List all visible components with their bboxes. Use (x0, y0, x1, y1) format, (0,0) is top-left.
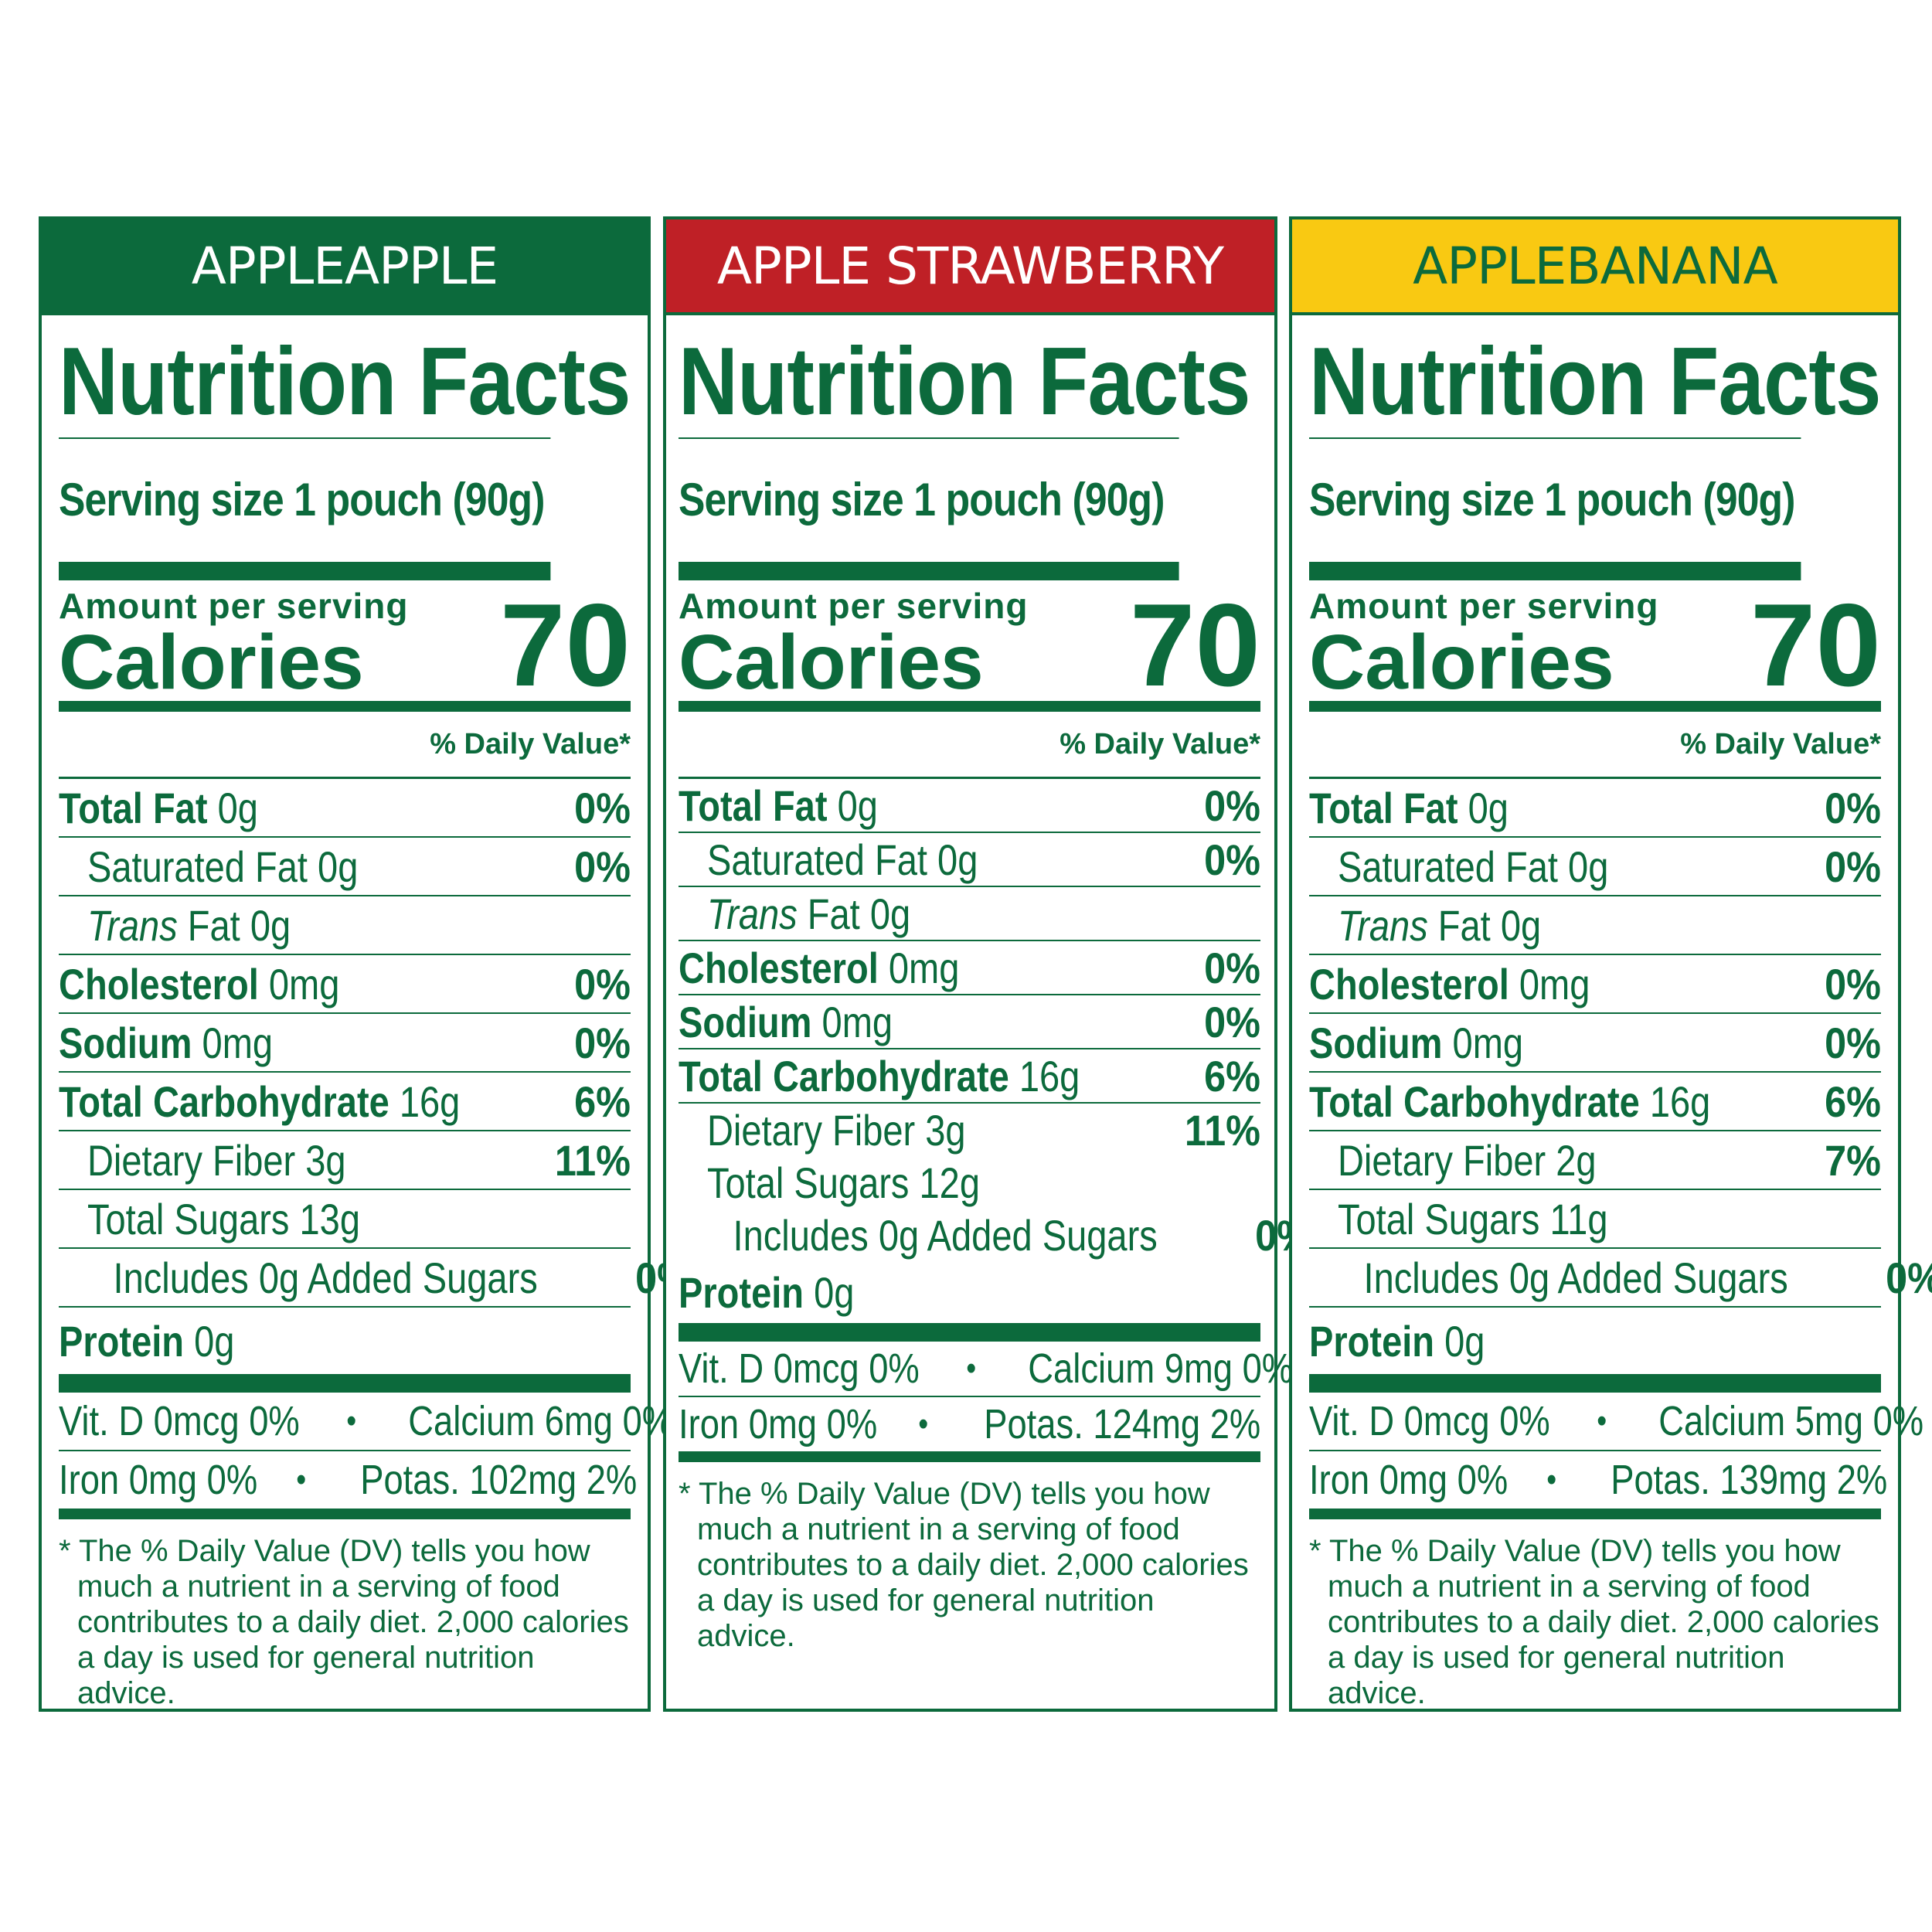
protein-row: Protein 0g (1309, 1308, 1881, 1393)
total-carbohydrate-row: Total Carbohydrate 16g 6% (59, 1073, 631, 1131)
daily-value-heading: % Daily Value* (1309, 712, 1881, 779)
daily-value-footnote: * The % Daily Value (DV) tells you how m… (679, 1477, 1249, 1653)
calories-value: 70 (499, 580, 631, 711)
trans-fat-row: Trans Fat 0g (1309, 896, 1881, 955)
cholesterol-row: Cholesterol 0mg 0% (1309, 955, 1881, 1014)
saturated-fat-row: Saturated Fat 0g 0% (1309, 838, 1881, 896)
cholesterol-row: Cholesterol 0mg 0% (59, 955, 631, 1014)
daily-value-footnote: * The % Daily Value (DV) tells you how m… (59, 1534, 629, 1710)
total-carbohydrate-row: Total Carbohydrate 16g 6% (679, 1049, 1260, 1104)
daily-value-heading: % Daily Value* (59, 712, 631, 779)
vitamins-row-2: Iron 0mg 0% • Potas. 102mg 2% (59, 1451, 637, 1519)
dietary-fiber-row: Dietary Fiber 3g 11% (59, 1131, 631, 1190)
calories-block: Amount per serving Calories 70 (1309, 580, 1881, 712)
calories-label: Calories (59, 619, 364, 706)
added-sugars-row: Includes 0g Added Sugars 0% (1309, 1249, 1932, 1308)
vitamins-row-1: Vit. D 0mcg 0% • Calcium 9mg 0% (679, 1342, 1293, 1397)
vitamins-row-1: Vit. D 0mcg 0% • Calcium 5mg 0% (1309, 1393, 1923, 1451)
saturated-fat-row: Saturated Fat 0g 0% (679, 833, 1260, 887)
trans-fat-row: Trans Fat 0g (59, 896, 631, 955)
flavor-header: APPLEAPPLE (42, 219, 648, 315)
calories-label: Calories (1309, 619, 1614, 706)
amount-per-serving: Amount per serving (1309, 586, 1659, 626)
amount-per-serving: Amount per serving (679, 586, 1029, 626)
serving-size: Serving size 1 pouch (90g) (59, 439, 551, 580)
protein-row: Protein 0g (679, 1261, 1260, 1342)
total-sugars-row: Total Sugars 12g (706, 1158, 980, 1207)
calories-value: 70 (1750, 580, 1881, 711)
vitamins-row-2: Iron 0mg 0% • Potas. 124mg 2% (679, 1397, 1260, 1462)
nutrition-label: Nutrition Facts Serving size 1 pouch (90… (666, 315, 1311, 1654)
nutrition-panel-applebanana: APPLEBANANA Nutrition Facts Serving size… (1289, 216, 1932, 1712)
serving-size: Serving size 1 pouch (90g) (679, 439, 1179, 580)
saturated-fat-row: Saturated Fat 0g 0% (59, 838, 631, 896)
nutrition-facts-title: Nutrition Facts (1309, 315, 1881, 439)
total-fat-row: Total Fat 0g 0% (59, 779, 631, 838)
added-sugars-row: Includes 0g Added Sugars 0% (733, 1210, 1311, 1260)
protein-row: Protein 0g (59, 1308, 631, 1393)
calories-block: Amount per serving Calories 70 (59, 580, 631, 712)
nutrition-label: Nutrition Facts Serving size 1 pouch (90… (1292, 315, 1932, 1711)
cholesterol-row: Cholesterol 0mg 0% (679, 941, 1260, 995)
calories-label: Calories (679, 619, 984, 706)
nutrition-panel-apple-strawberry: APPLE STRAWBERRY Nutrition Facts Serving… (663, 216, 1311, 1712)
nutrition-label: Nutrition Facts Serving size 1 pouch (90… (42, 315, 692, 1711)
nutrition-facts-title: Nutrition Facts (59, 315, 631, 439)
nutrition-panel-appleapple: APPLEAPPLE Nutrition Facts Serving size … (39, 216, 692, 1712)
sodium-row: Sodium 0mg 0% (59, 1014, 631, 1073)
total-sugars-row: Total Sugars 11g (1309, 1190, 1881, 1249)
flavor-header: APPLE STRAWBERRY (666, 219, 1274, 315)
calories-value: 70 (1129, 580, 1260, 711)
trans-fat-row: Trans Fat 0g (679, 887, 1260, 941)
sodium-row: Sodium 0mg 0% (1309, 1014, 1881, 1073)
total-sugars-row: Total Sugars 13g (59, 1190, 631, 1249)
vitamins-row-2: Iron 0mg 0% • Potas. 139mg 2% (1309, 1451, 1887, 1519)
total-fat-row: Total Fat 0g 0% (1309, 779, 1881, 838)
total-fat-row: Total Fat 0g 0% (679, 779, 1260, 833)
sodium-row: Sodium 0mg 0% (679, 995, 1260, 1049)
calories-block: Amount per serving Calories 70 (679, 580, 1260, 712)
vitamins-row-1: Vit. D 0mcg 0% • Calcium 6mg 0% (59, 1393, 673, 1451)
daily-value-heading: % Daily Value* (679, 712, 1260, 779)
amount-per-serving: Amount per serving (59, 586, 409, 626)
serving-size: Serving size 1 pouch (90g) (1309, 439, 1801, 580)
nutrition-facts-title: Nutrition Facts (679, 315, 1250, 439)
added-sugars-row: Includes 0g Added Sugars 0% (59, 1249, 692, 1308)
dietary-fiber-row: Dietary Fiber 2g 7% (1309, 1131, 1881, 1190)
dietary-fiber-row: Dietary Fiber 3g 11% (706, 1105, 1260, 1155)
daily-value-footnote: * The % Daily Value (DV) tells you how m… (1309, 1534, 1879, 1710)
flavor-header: APPLEBANANA (1292, 219, 1898, 315)
total-carbohydrate-row: Total Carbohydrate 16g 6% (1309, 1073, 1881, 1131)
